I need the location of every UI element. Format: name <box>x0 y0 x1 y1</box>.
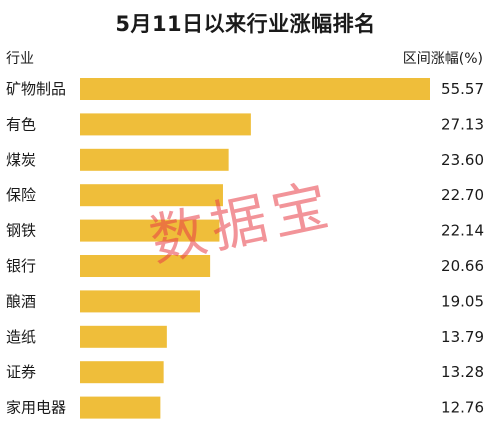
value-label: 19.05 <box>441 292 484 310</box>
bar <box>80 78 430 100</box>
value-label: 22.70 <box>441 186 484 204</box>
category-label: 造纸 <box>6 328 36 346</box>
bar <box>80 219 220 242</box>
bar <box>80 113 251 136</box>
value-label: 55.57 <box>441 80 484 98</box>
value-label: 20.66 <box>441 257 484 275</box>
bar <box>80 325 167 348</box>
bar <box>80 290 200 313</box>
value-column-header: 区间涨幅(%) <box>402 51 483 67</box>
value-label: 13.79 <box>441 328 484 346</box>
value-label: 27.13 <box>441 115 484 133</box>
category-label: 钢铁 <box>6 222 36 240</box>
value-label: 13.28 <box>441 363 484 381</box>
chart-title: 5月11日以来行业涨幅排名 <box>115 12 376 36</box>
bar <box>80 148 229 171</box>
category-label: 保险 <box>6 186 36 204</box>
category-label: 家用电器 <box>6 399 66 417</box>
category-label: 有色 <box>6 115 36 133</box>
bar <box>80 255 211 277</box>
category-label: 矿物制品 <box>6 80 66 98</box>
value-label: 12.76 <box>441 399 484 417</box>
category-label: 煤炭 <box>6 151 36 169</box>
value-label: 23.60 <box>441 151 484 169</box>
category-column-header: 行业 <box>6 51 34 67</box>
value-label: 22.14 <box>441 222 484 240</box>
bar <box>80 396 161 419</box>
category-label: 证券 <box>6 363 36 381</box>
category-label: 银行 <box>6 257 36 275</box>
category-label: 酿酒 <box>6 292 36 310</box>
bar <box>80 361 164 384</box>
bar <box>80 184 223 207</box>
